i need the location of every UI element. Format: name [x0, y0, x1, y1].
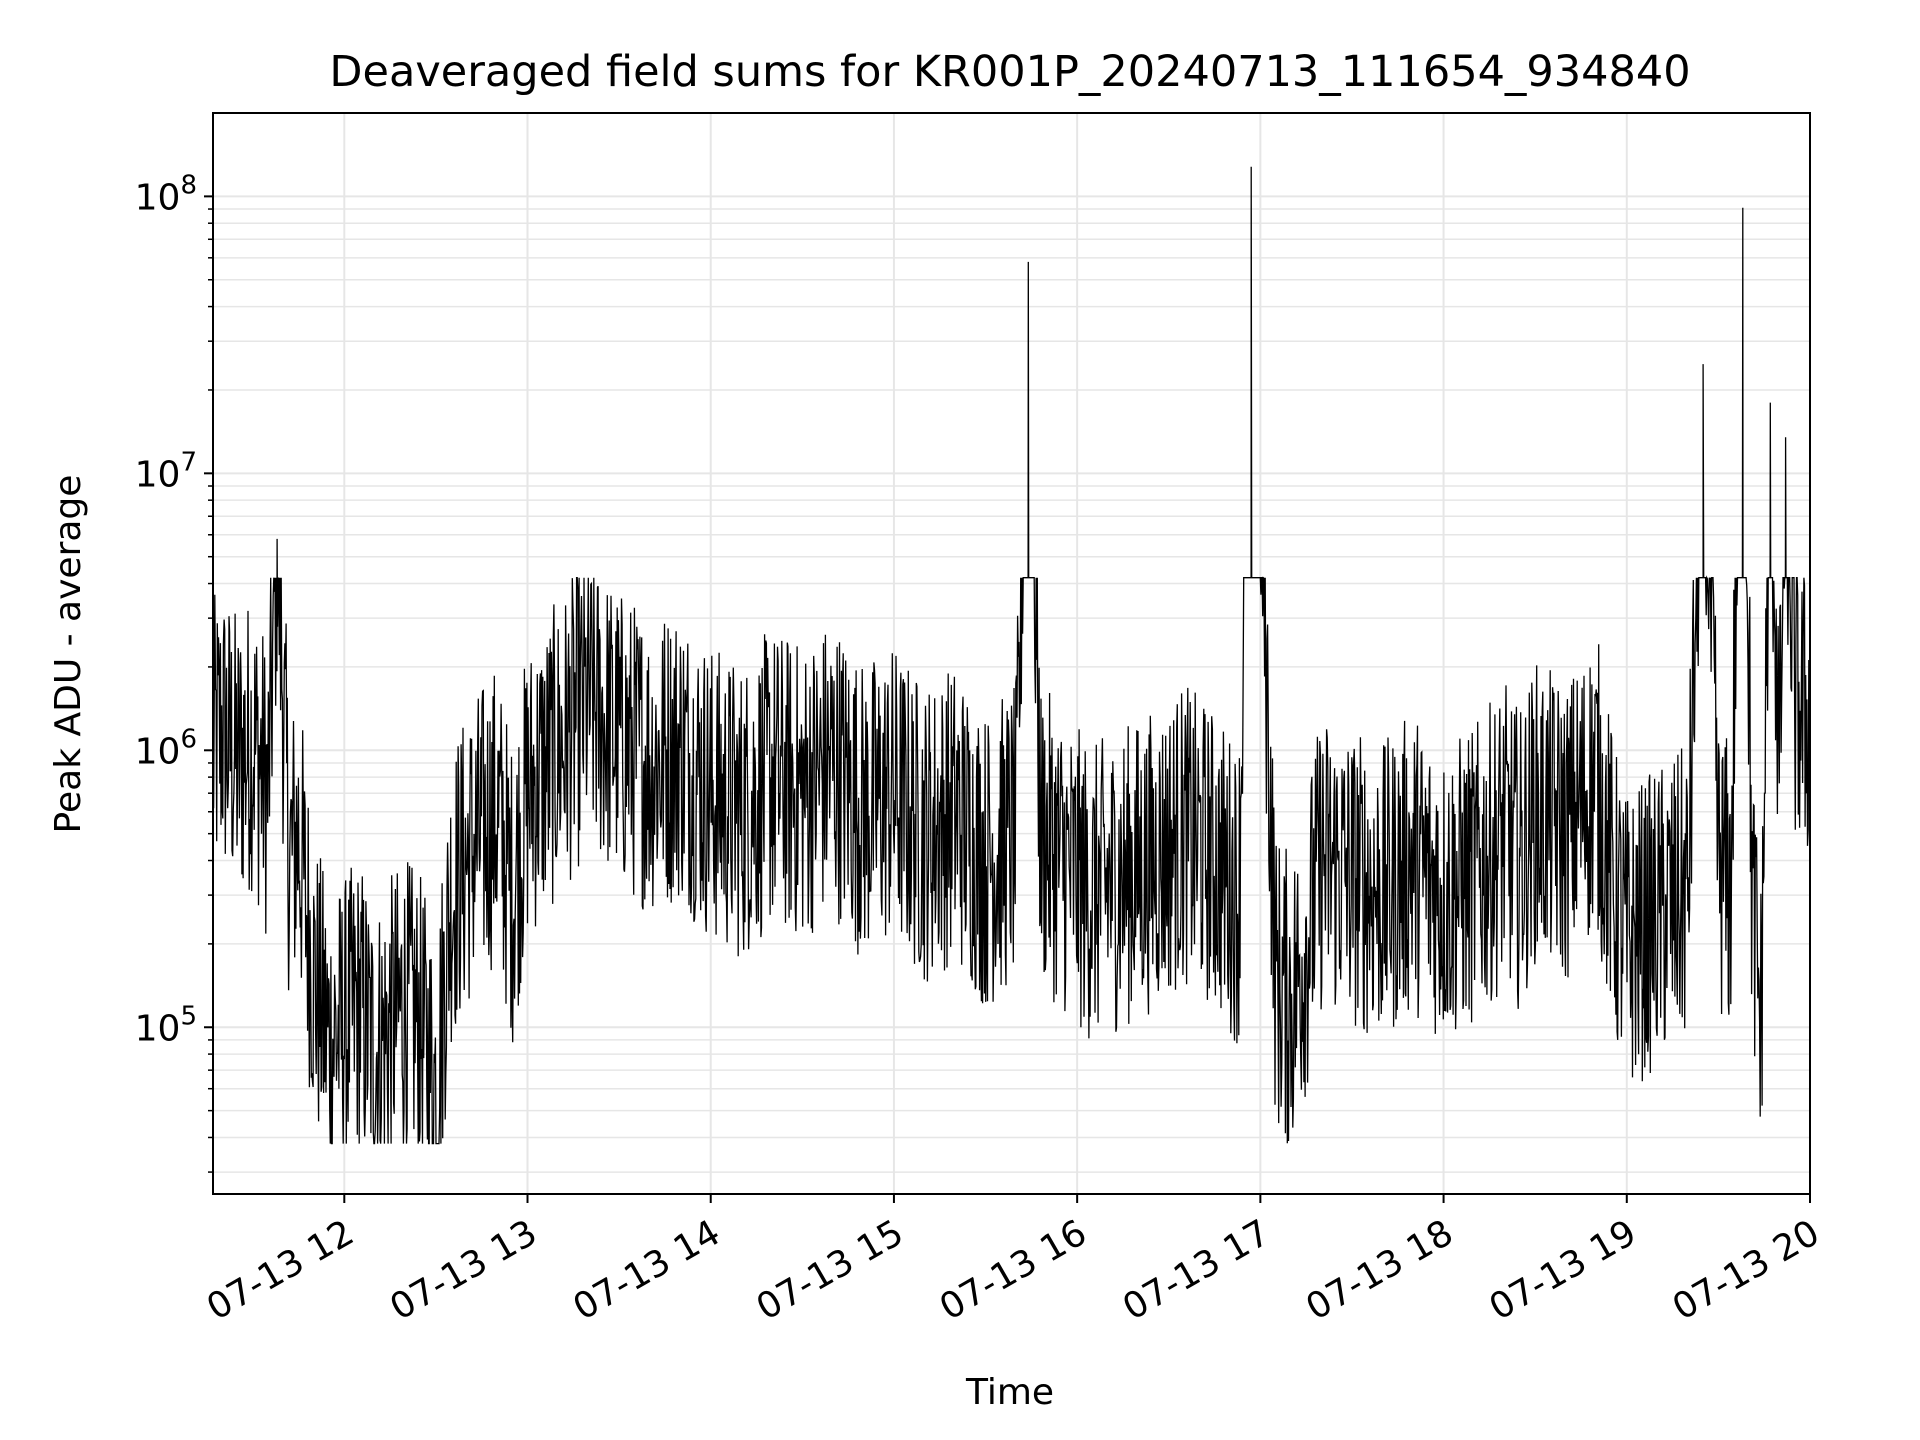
x-axis-label: Time: [965, 1372, 1054, 1413]
chart-title: Deaveraged field sums for KR001P_2024071…: [329, 47, 1690, 97]
series-group: [212, 166, 1811, 1145]
series-line: [212, 166, 1811, 1145]
y-axis-label: Peak ADU - average: [48, 475, 89, 834]
plot-frame: [212, 112, 1811, 1195]
